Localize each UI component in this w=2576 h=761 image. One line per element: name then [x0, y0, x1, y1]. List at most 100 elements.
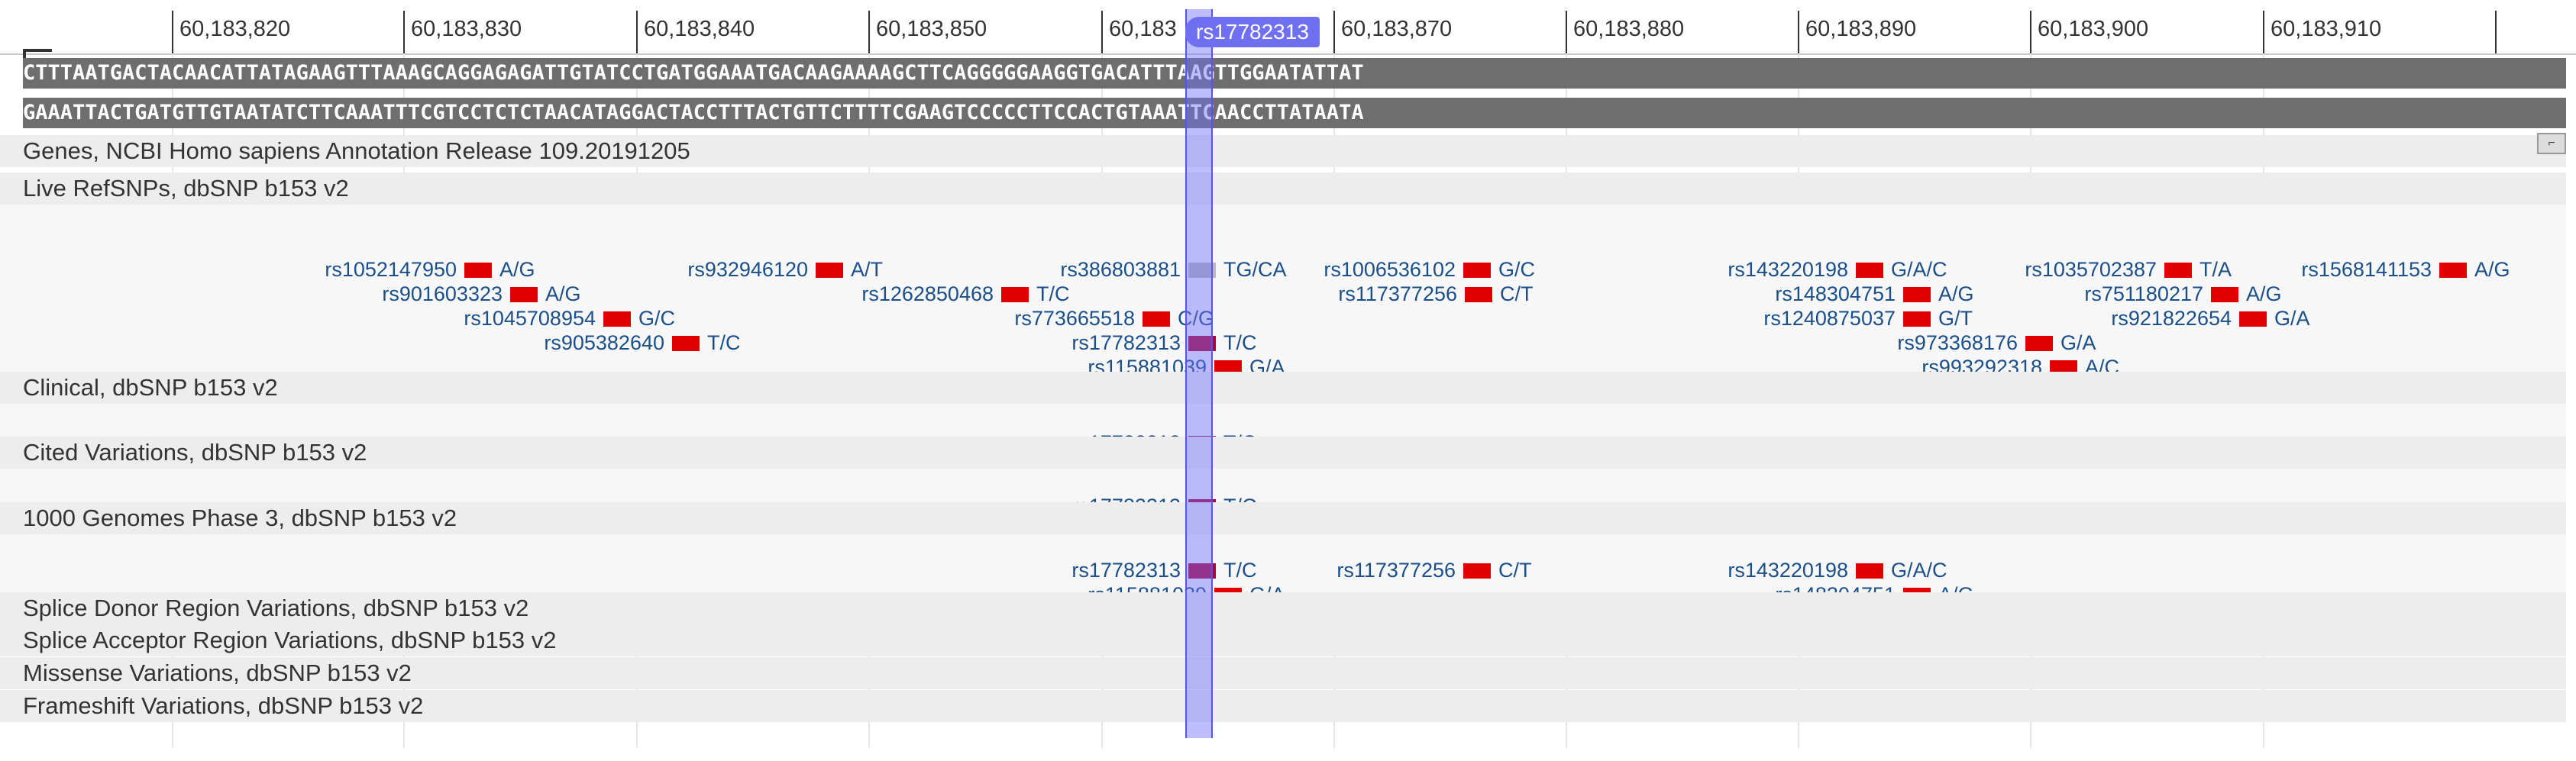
track-content	[0, 404, 2566, 437]
snp-id[interactable]: rs1568141153	[2301, 258, 2432, 281]
snp-allele: A/G	[545, 282, 581, 305]
snp-allele: G/C	[1498, 258, 1536, 281]
track-title[interactable]: Genes, NCBI Homo sapiens Annotation Rele…	[0, 135, 2566, 167]
snp-id[interactable]: rs921822654	[2111, 307, 2232, 330]
snp-id[interactable]: rs1052147950	[325, 258, 457, 281]
snp-id[interactable]: rs143220198	[1728, 258, 1848, 281]
snp-marker[interactable]	[1463, 263, 1491, 278]
snp-allele: A/G	[2474, 258, 2510, 281]
snp-allele: C/T	[1500, 282, 1534, 305]
snp-marker[interactable]	[1001, 287, 1029, 302]
ruler-tick-label: 60,183,890	[1805, 17, 1917, 41]
snp-marker[interactable]	[1463, 563, 1491, 579]
snp-allele: T/A	[2199, 258, 2232, 281]
snp-marker[interactable]	[1856, 563, 1883, 579]
ruler-tick-label: 60,183	[1109, 17, 1177, 41]
track-title[interactable]: Splice Donor Region Variations, dbSNP b1…	[0, 592, 2566, 624]
ruler-tick	[1101, 11, 1103, 53]
snp-id[interactable]: rs901603323	[382, 282, 503, 305]
track-title[interactable]: Live RefSNPs, dbSNP b153 v2	[0, 173, 2566, 205]
snp-allele: A/G	[2246, 282, 2282, 305]
snp-marker[interactable]	[464, 263, 492, 278]
snp-marker[interactable]	[2239, 311, 2267, 327]
ruler-tick	[1798, 11, 1799, 53]
track-title[interactable]: Splice Acceptor Region Variations, dbSNP…	[0, 624, 2566, 656]
track-title[interactable]: Clinical, dbSNP b153 v2	[0, 372, 2566, 404]
snp-marker[interactable]	[1188, 263, 1216, 278]
ruler-tick-label: 60,183,850	[876, 17, 987, 41]
snp-allele: C/T	[1498, 559, 1532, 582]
track-title[interactable]: 1000 Genomes Phase 3, dbSNP b153 v2	[0, 502, 2566, 534]
ruler-tick-label: 60,183,880	[1573, 17, 1685, 41]
snp-marker[interactable]	[2439, 263, 2467, 278]
snp-marker[interactable]	[1856, 263, 1883, 278]
snp-id[interactable]: rs386803881	[1060, 258, 1181, 281]
snp-id[interactable]: rs17782313	[1071, 559, 1181, 582]
snp-allele: G/C	[638, 307, 676, 330]
ruler-corner-icon	[23, 49, 52, 60]
snp-allele: A/G	[1938, 282, 1974, 305]
track-title[interactable]: Missense Variations, dbSNP b153 v2	[0, 657, 2566, 689]
ruler-tick-label: 60,183,870	[1341, 17, 1453, 41]
snp-allele: T/C	[1223, 331, 1257, 354]
snp-id[interactable]: rs973368176	[1897, 331, 2018, 354]
snp-id[interactable]: rs1006536102	[1324, 258, 1456, 281]
snp-marker[interactable]	[1188, 563, 1216, 579]
snp-id[interactable]: rs1262850468	[861, 282, 994, 305]
snp-id[interactable]: rs932946120	[687, 258, 808, 281]
snp-marker[interactable]	[816, 263, 843, 278]
snp-marker[interactable]	[2025, 336, 2053, 351]
snp-id[interactable]: rs117377256	[1336, 559, 1456, 582]
snp-marker[interactable]	[1903, 311, 1931, 327]
track-title[interactable]: Cited Variations, dbSNP b153 v2	[0, 437, 2566, 469]
snp-marker[interactable]	[510, 287, 538, 302]
snp-marker[interactable]	[2211, 287, 2238, 302]
snp-marker[interactable]	[1465, 287, 1492, 302]
snp-marker[interactable]	[2164, 263, 2192, 278]
snp-marker[interactable]	[603, 311, 631, 327]
snp-id[interactable]: rs148304751	[1775, 282, 1896, 305]
snp-marker[interactable]	[1188, 336, 1216, 351]
track-content	[0, 534, 2566, 592]
snp-allele: G/A	[2060, 331, 2096, 354]
ruler-tick-label: 60,183,900	[2038, 17, 2149, 41]
ruler-tick	[636, 11, 638, 53]
snp-allele: G/T	[1938, 307, 1973, 330]
snp-id[interactable]: rs1035702387	[2025, 258, 2157, 281]
track-expand-icon[interactable]: ⌐	[2537, 133, 2566, 154]
selected-snp-tag[interactable]: rs17782313	[1185, 17, 1320, 47]
reverse-sequence: GAAATTACTGATGTTGTAATATCTTCAAATTTCGTCCTCT…	[23, 98, 2566, 128]
snp-allele: A/G	[499, 258, 535, 281]
ruler-tick	[868, 11, 870, 53]
snp-id[interactable]: rs905382640	[544, 331, 664, 354]
track-content	[0, 469, 2566, 502]
snp-id[interactable]: rs1240875037	[1763, 307, 1896, 330]
ruler-tick-label: 60,183,830	[411, 17, 522, 41]
ruler-tick	[403, 11, 405, 53]
forward-sequence: CTTTAATGACTACAACATTATAGAAGTTTAAAGCAGGAGA…	[23, 58, 2566, 89]
ruler-tick	[172, 11, 173, 53]
snp-id[interactable]: rs773665518	[1014, 307, 1135, 330]
ruler-tick-label: 60,183,910	[2271, 17, 2382, 41]
snp-marker[interactable]	[1903, 287, 1931, 302]
track-content	[0, 205, 2566, 372]
snp-allele: G/A/C	[1891, 559, 1947, 582]
snp-id[interactable]: rs1045708954	[464, 307, 596, 330]
snp-marker[interactable]	[672, 336, 700, 351]
snp-allele: A/T	[851, 258, 884, 281]
snp-allele: G/A/C	[1891, 258, 1947, 281]
snp-id[interactable]: rs143220198	[1728, 559, 1848, 582]
ruler-tick	[1333, 11, 1335, 53]
ruler-tick-label: 60,183,820	[179, 17, 291, 41]
selected-snp-highlight[interactable]	[1185, 9, 1213, 738]
snp-id[interactable]: rs751180217	[2084, 282, 2203, 305]
ruler-tick	[2030, 11, 2031, 53]
snp-id[interactable]: rs17782313	[1071, 331, 1181, 354]
snp-allele: T/C	[707, 331, 741, 354]
track-title[interactable]: Frameshift Variations, dbSNP b153 v2	[0, 690, 2566, 722]
ruler-tick	[2495, 11, 2497, 53]
snp-allele: TG/CA	[1223, 258, 1287, 281]
snp-id[interactable]: rs117377256	[1338, 282, 1457, 305]
snp-marker[interactable]	[1143, 311, 1170, 327]
